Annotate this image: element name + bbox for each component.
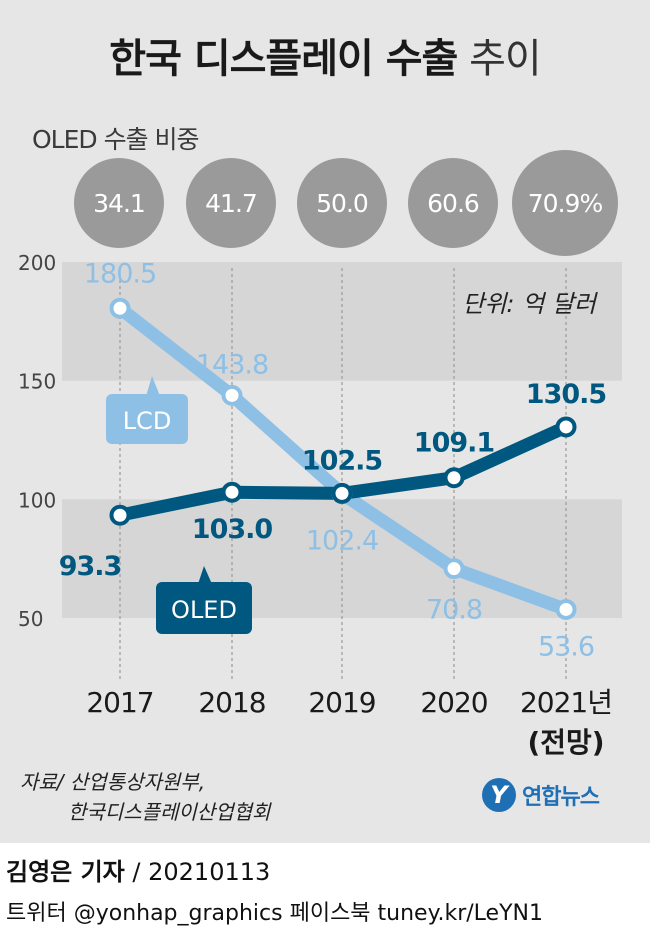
oled-callout-pointer bbox=[198, 566, 212, 584]
oled-value-label-2018: 103.0 bbox=[192, 514, 273, 545]
oled-share-bubble-2021: 70.9% bbox=[512, 150, 618, 256]
yonhap-logo: Y 연합뉴스 bbox=[482, 778, 600, 812]
oled-share-label: OLED 수출 비중 bbox=[32, 125, 200, 154]
oled-point-2017 bbox=[109, 504, 131, 526]
footer bbox=[0, 843, 650, 931]
lcd-callout-pointer bbox=[146, 376, 160, 396]
x-tick-label-4: 2021년 bbox=[520, 686, 612, 719]
byline: 김영은 기자 / 20210113 bbox=[6, 852, 270, 887]
oled-value-label-2019: 102.5 bbox=[302, 445, 382, 476]
line-chart: 50 100 150 200 단위: 억 달러 180.5 143.8 102.4 70.8… bbox=[18, 251, 622, 759]
lcd-value-label-2017: 180.5 bbox=[84, 258, 156, 289]
oled-point-2018 bbox=[221, 481, 243, 503]
source-note: 자료/ 산업통상자원부, 한국디스플레이산업협회 bbox=[20, 767, 270, 827]
page-title: 한국 디스플레이 수출 추이 bbox=[0, 26, 650, 84]
oled-value-label-2021년: 130.5 bbox=[526, 379, 606, 410]
lcd-point-2021년 bbox=[555, 598, 577, 620]
x-tick-label-1: 2018 bbox=[198, 686, 265, 719]
x-tick-label-0: 2017 bbox=[86, 686, 153, 719]
oled-point-2020 bbox=[443, 467, 465, 489]
lcd-point-2020 bbox=[443, 558, 465, 580]
yonhap-logo-icon: Y bbox=[482, 778, 516, 812]
x-tick-sublabel-4: (전망) bbox=[527, 726, 604, 759]
lcd-value-label-2020: 70.8 bbox=[426, 595, 482, 626]
lcd-callout-label: LCD bbox=[123, 407, 172, 435]
oled-share-bubble-2017: 34.1 bbox=[74, 158, 164, 248]
lcd-value-label-2021년: 53.6 bbox=[538, 631, 594, 662]
byline-date: / 20210113 bbox=[124, 858, 271, 886]
title-bold: 한국 디스플레이 수출 bbox=[109, 36, 458, 82]
lcd-callout-box bbox=[106, 394, 188, 444]
x-tick-label-2: 2019 bbox=[308, 686, 375, 719]
lcd-value-label-2018: 143.8 bbox=[196, 349, 268, 380]
oled-point-2019 bbox=[331, 482, 353, 504]
y-tick-label-200: 200 bbox=[18, 251, 56, 275]
unit-label: 단위: 억 달러 bbox=[462, 290, 598, 318]
x-tick-label-3: 2020 bbox=[420, 686, 487, 719]
oled-callout-label: OLED bbox=[171, 596, 237, 624]
y-tick-label-150: 150 bbox=[18, 370, 56, 394]
oled-value-label-2020: 109.1 bbox=[414, 428, 494, 459]
oled-callout-box bbox=[156, 582, 252, 634]
yonhap-logo-text: 연합뉴스 bbox=[522, 785, 600, 810]
oled-value-label-2017: 93.3 bbox=[59, 551, 122, 582]
social-links: 트위터 @yonhap_graphics 페이스북 tuney.kr/LeYN1 bbox=[6, 901, 543, 926]
y-tick-label-50: 50 bbox=[18, 607, 43, 631]
reporter-name: 김영은 기자 bbox=[6, 858, 125, 886]
oled-share-bubble-2018: 41.7 bbox=[186, 158, 276, 248]
oled-share-bubble-2020: 60.6 bbox=[408, 158, 498, 248]
lcd-point-2017 bbox=[109, 297, 131, 319]
lcd-value-label-2019: 102.4 bbox=[306, 526, 378, 557]
source-line-1: 자료/ 산업통상자원부, bbox=[20, 770, 206, 794]
title-light: 추이 bbox=[469, 36, 542, 82]
source-line-2: 한국디스플레이산업협회 bbox=[68, 800, 271, 824]
oled-share-bubble-2019: 50.0 bbox=[297, 158, 387, 248]
lcd-point-2018 bbox=[221, 384, 243, 406]
oled-point-2021년 bbox=[555, 416, 577, 438]
y-tick-label-100: 100 bbox=[18, 488, 56, 512]
